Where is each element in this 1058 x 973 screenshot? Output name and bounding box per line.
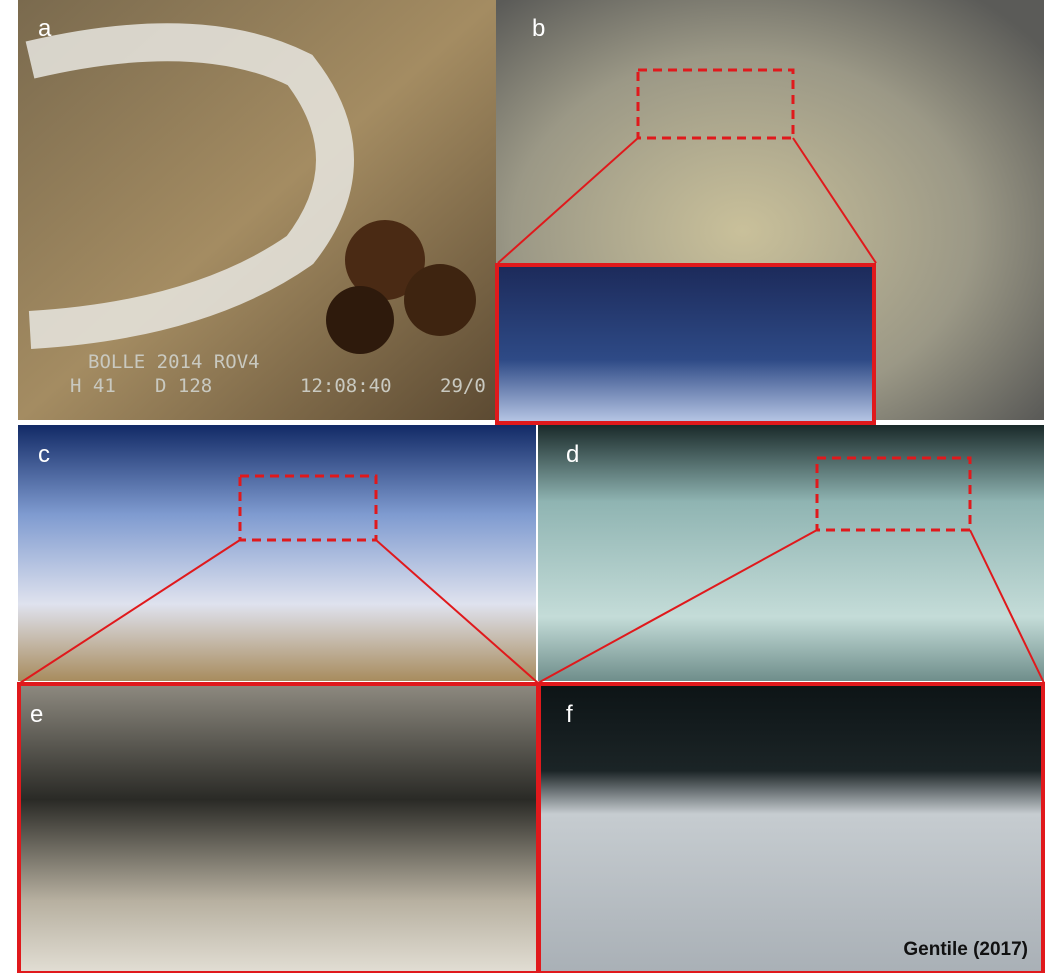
panel-label: d (566, 441, 579, 468)
panel-label: e (30, 701, 43, 728)
credit: Gentile (2017) (903, 939, 1028, 960)
osd-text: BOLLE 2014 ROV4 (88, 351, 260, 373)
photo-d (538, 425, 1044, 681)
rov-part (404, 264, 476, 336)
panel-label: f (566, 701, 573, 728)
panel-label: a (38, 15, 52, 42)
osd-text: H 41 (70, 375, 116, 397)
photo-e (19, 684, 538, 973)
rov-part (326, 286, 394, 354)
panel-label: b (532, 15, 545, 42)
photo-c (18, 425, 536, 681)
osd-text: 29/0 (440, 375, 486, 397)
inset (497, 265, 874, 423)
photo-f (539, 684, 1043, 973)
osd-text: D 128 (155, 375, 212, 397)
panel-label: c (38, 441, 50, 468)
figure: a BOLLE 2014 ROV4 H 41 D 128 12:08:40 29… (0, 0, 1058, 973)
osd-text: 12:08:40 (300, 375, 392, 397)
